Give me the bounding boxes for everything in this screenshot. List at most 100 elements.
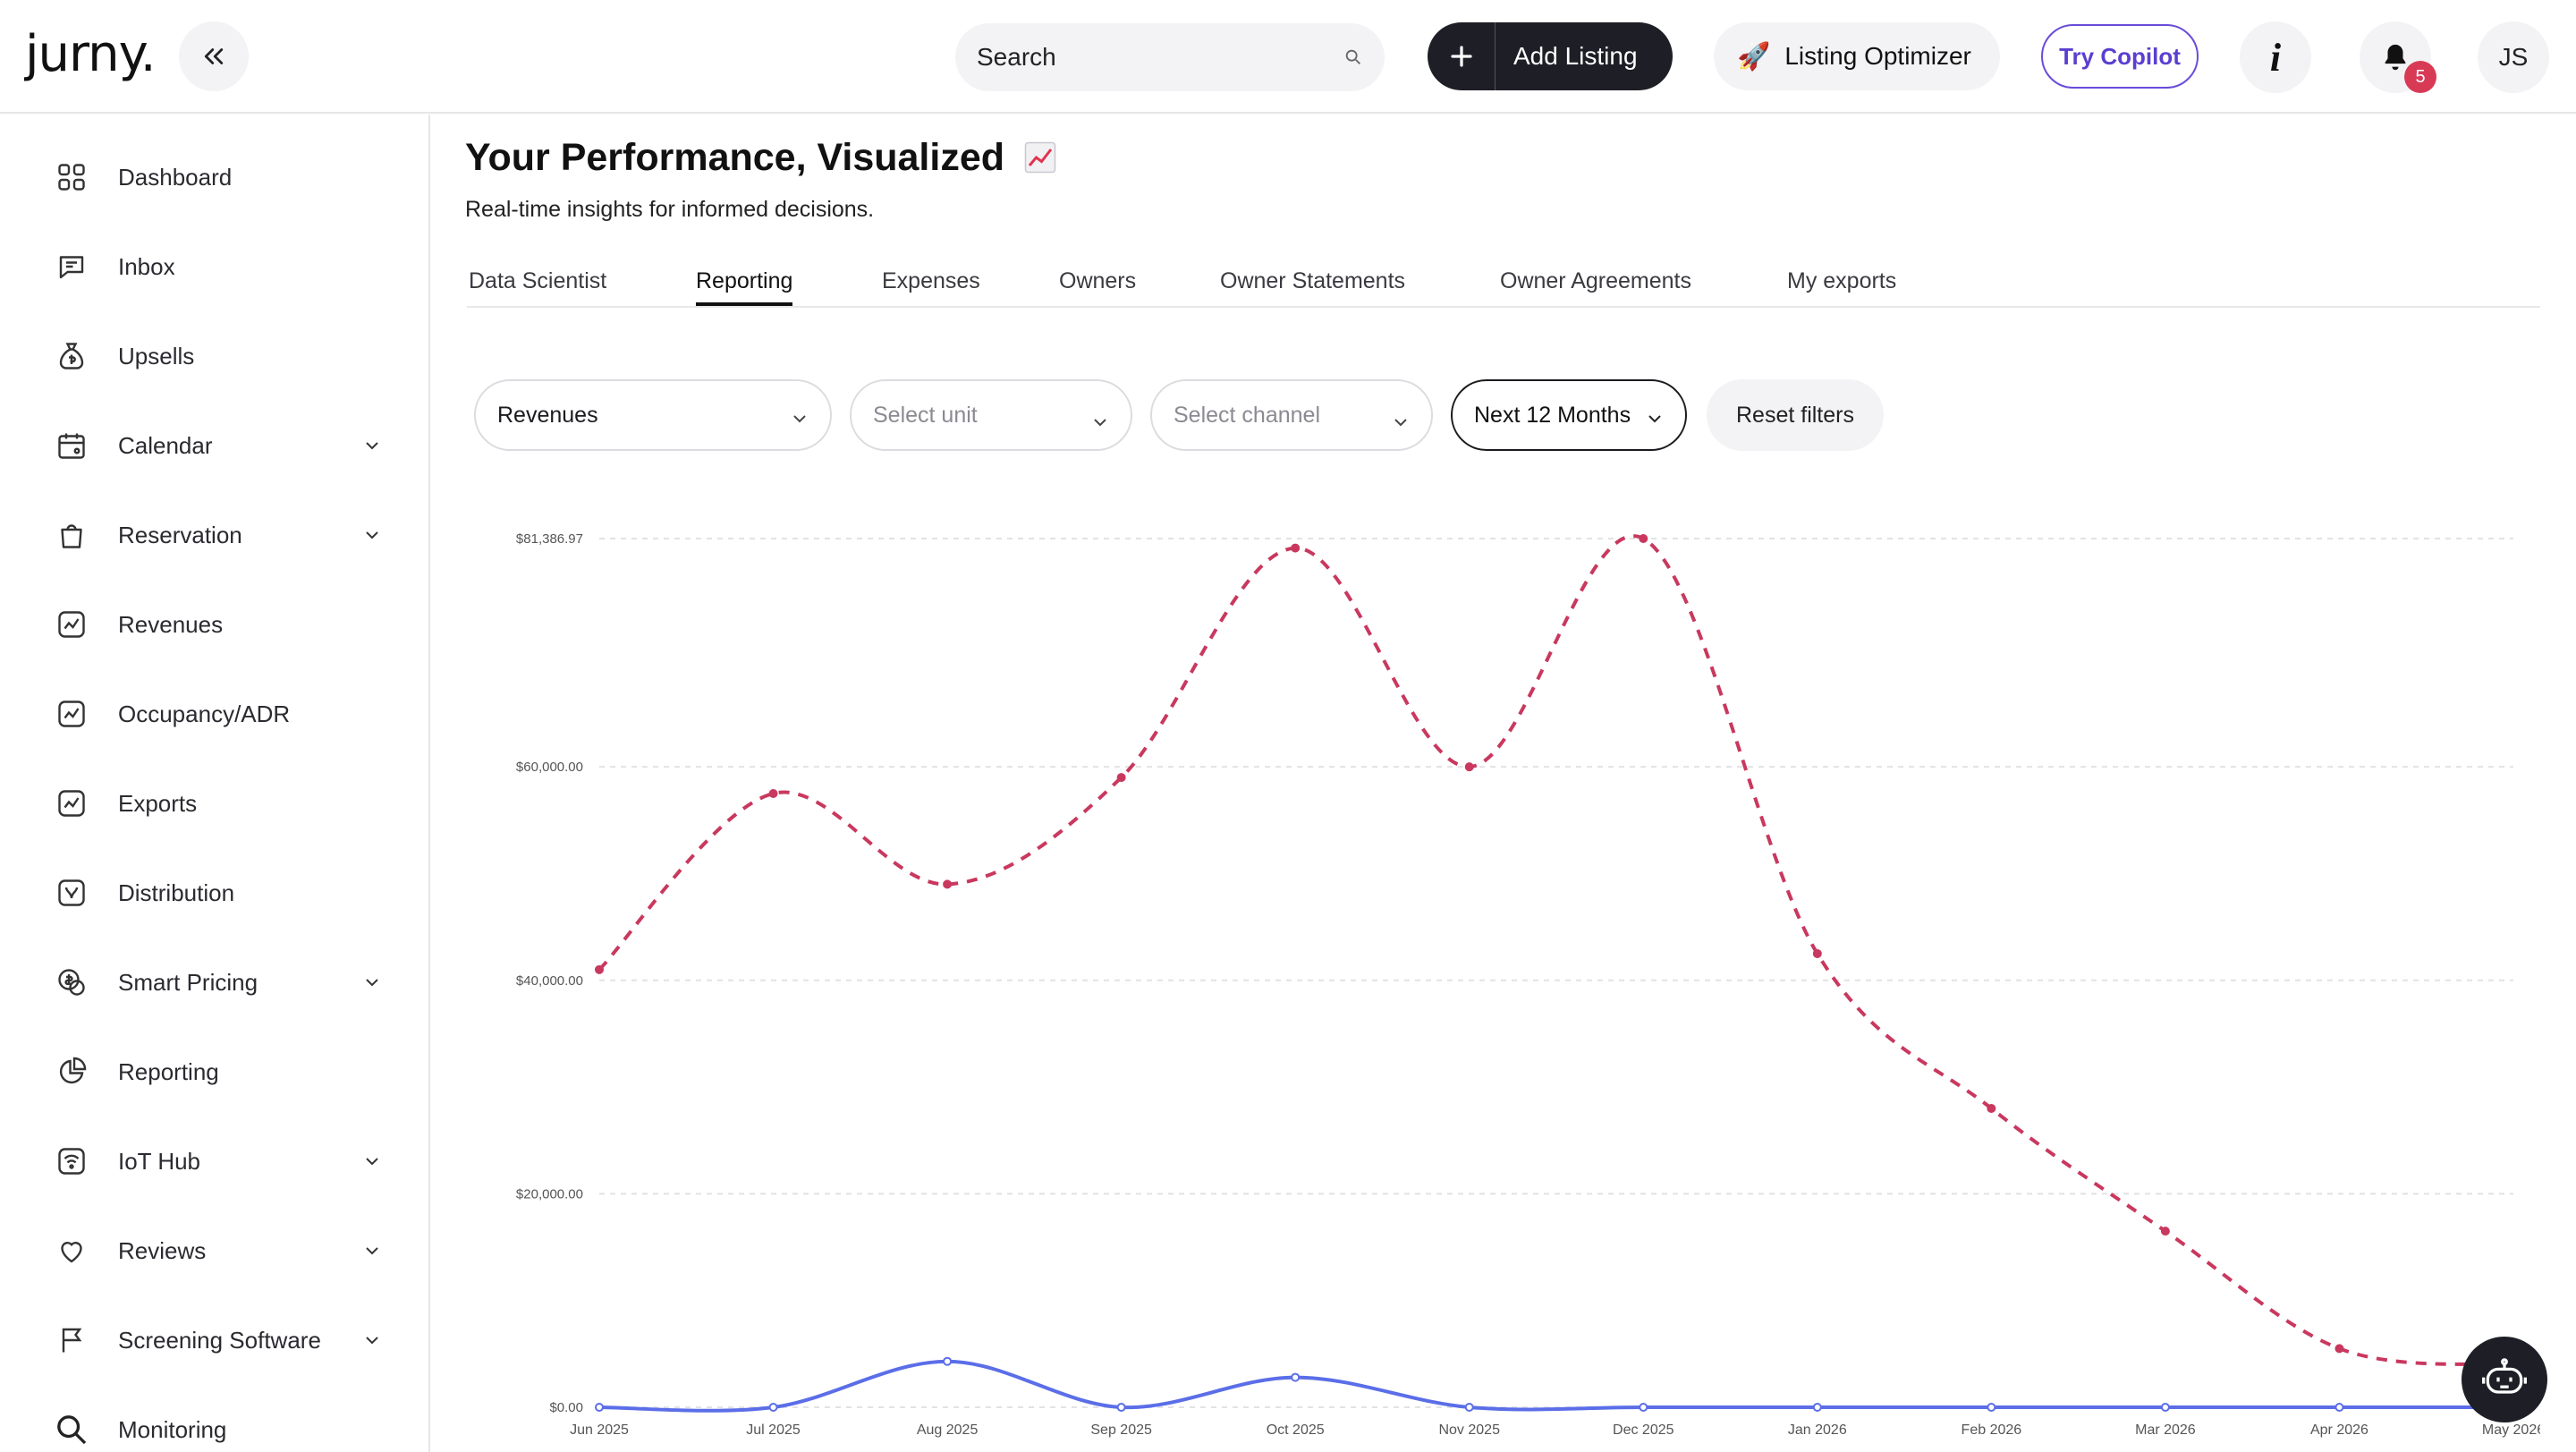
data-point xyxy=(1812,1403,1822,1412)
sidebar-item-label: IoT Hub xyxy=(118,1147,201,1175)
sidebar-item-revenues[interactable]: Revenues xyxy=(52,598,383,651)
chevron-down-icon[interactable] xyxy=(361,524,383,546)
sidebar-item-label: Inbox xyxy=(118,252,175,280)
sidebar-item-label: Revenues xyxy=(118,610,224,638)
search-icon xyxy=(1345,49,1360,64)
sidebar: Dashboard Inbox Upsells Calendar Reserva… xyxy=(0,115,430,1452)
data-point xyxy=(768,788,778,798)
data-point xyxy=(2334,1344,2344,1354)
revenue-line-chart: $0.00 $20,000.00 $40,000.00 $60,000.00 $81,3… xyxy=(516,531,2545,1438)
metric-select-value: Revenues xyxy=(497,402,598,428)
collapse-sidebar-button[interactable] xyxy=(179,21,249,91)
data-point xyxy=(1116,1403,1126,1412)
chevron-down-icon[interactable] xyxy=(361,1240,383,1261)
trend-icon xyxy=(52,784,91,823)
sidebar-item-calendar[interactable]: Calendar xyxy=(52,419,383,472)
rocket-icon: 🚀 xyxy=(1737,41,1771,72)
sidebar-item-monitoring[interactable]: Monitoring xyxy=(52,1403,383,1452)
sidebar-item-label: Reservation xyxy=(118,521,242,548)
data-point xyxy=(595,1403,604,1412)
data-point xyxy=(1812,948,1822,958)
data-point xyxy=(1291,543,1301,553)
x-tick-label: Jun 2025 xyxy=(570,1422,629,1438)
y-tick-label: $0.00 xyxy=(549,1400,583,1415)
jurny-logo[interactable]: jurny. xyxy=(25,25,157,83)
user-avatar[interactable]: JS xyxy=(2478,21,2549,93)
search-bar[interactable] xyxy=(955,23,1385,91)
tab-reporting[interactable]: Reporting xyxy=(696,268,793,306)
data-point xyxy=(943,879,953,889)
x-tick-label: Oct 2025 xyxy=(1267,1422,1325,1438)
notification-count-badge: 5 xyxy=(2404,61,2436,93)
sidebar-item-screening-software[interactable]: Screening Software xyxy=(52,1313,383,1367)
sidebar-item-dashboard[interactable]: Dashboard xyxy=(52,150,383,204)
x-tick-label: Mar 2026 xyxy=(2135,1422,2196,1438)
chat-icon xyxy=(52,247,91,286)
notifications-button[interactable] xyxy=(2360,21,2431,93)
chart-increasing-icon xyxy=(1024,141,1056,174)
page-title: Your Performance, Visualized xyxy=(465,136,1056,180)
chevron-down-icon[interactable] xyxy=(361,1329,383,1351)
unit-select[interactable]: Select unit xyxy=(850,379,1132,451)
data-point xyxy=(768,1403,778,1412)
sidebar-item-label: Reporting xyxy=(118,1057,219,1085)
info-icon: i xyxy=(2269,35,2282,80)
metric-select[interactable]: Revenues xyxy=(474,379,832,451)
sidebar-item-label: Exports xyxy=(118,789,198,817)
chevron-down-icon[interactable] xyxy=(361,435,383,456)
sidebar-item-reporting[interactable]: Reporting xyxy=(52,1045,383,1099)
data-point xyxy=(595,964,604,974)
sidebar-item-label: Screening Software xyxy=(118,1326,321,1354)
money-bag-icon xyxy=(52,336,91,376)
chevron-down-icon xyxy=(1094,419,1106,427)
sidebar-item-upsells[interactable]: Upsells xyxy=(52,329,383,383)
tab-expenses[interactable]: Expenses xyxy=(882,268,980,293)
heart-icon xyxy=(52,1231,91,1270)
try-copilot-button[interactable]: Try Copilot xyxy=(2041,24,2199,89)
sidebar-item-label: Reviews xyxy=(118,1236,207,1264)
page-subtitle: Real-time insights for informed decision… xyxy=(465,197,875,222)
add-listing-label: Add Listing xyxy=(1513,42,1638,70)
x-tick-label: Feb 2026 xyxy=(1962,1422,2022,1438)
x-tick-label: Dec 2025 xyxy=(1613,1422,1674,1438)
tab-data-scientist[interactable]: Data Scientist xyxy=(469,268,607,293)
chevron-down-icon[interactable] xyxy=(361,1151,383,1172)
search-input[interactable] xyxy=(977,43,1343,72)
sidebar-item-label: Smart Pricing xyxy=(118,968,258,996)
period-select[interactable]: Next 12 Months xyxy=(1451,379,1687,451)
calendar-icon xyxy=(52,426,91,465)
tab-my-exports[interactable]: My exports xyxy=(1787,268,1897,293)
y-tick-label: $60,000.00 xyxy=(516,760,583,775)
sidebar-item-label: Upsells xyxy=(118,342,195,369)
chat-assistant-button[interactable] xyxy=(2462,1337,2547,1422)
tab-owner-statements[interactable]: Owner Statements xyxy=(1220,268,1406,293)
sidebar-item-distribution[interactable]: Distribution xyxy=(52,866,383,920)
tab-owners[interactable]: Owners xyxy=(1059,268,1137,293)
channel-select[interactable]: Select channel xyxy=(1150,379,1433,451)
sidebar-item-iot-hub[interactable]: IoT Hub xyxy=(52,1134,383,1188)
chevron-down-icon[interactable] xyxy=(361,972,383,993)
chevron-down-icon xyxy=(793,415,806,423)
sidebar-item-smart-pricing[interactable]: Smart Pricing xyxy=(52,955,383,1009)
unit-select-placeholder: Select unit xyxy=(873,402,978,428)
data-point xyxy=(1639,534,1648,543)
add-listing-button[interactable]: Add Listing xyxy=(1428,22,1673,90)
sidebar-item-label: Calendar xyxy=(118,431,213,459)
sidebar-item-label: Distribution xyxy=(118,879,235,906)
data-point xyxy=(1987,1403,1996,1412)
search-icon xyxy=(52,1410,91,1449)
tab-owner-agreements[interactable]: Owner Agreements xyxy=(1500,268,1691,293)
data-point xyxy=(1987,1103,1996,1113)
sidebar-item-exports[interactable]: Exports xyxy=(52,777,383,830)
bell-icon xyxy=(2385,44,2406,71)
listing-optimizer-button[interactable]: 🚀 Listing Optimizer xyxy=(1714,22,2000,90)
y-tick-label: $40,000.00 xyxy=(516,973,583,989)
sidebar-item-reviews[interactable]: Reviews xyxy=(52,1224,383,1278)
chevron-down-icon xyxy=(1648,415,1661,423)
sidebar-item-inbox[interactable]: Inbox xyxy=(52,240,383,293)
distribution-icon xyxy=(52,873,91,913)
sidebar-item-occupancy-adr[interactable]: Occupancy/ADR xyxy=(52,687,383,741)
reset-filters-button[interactable]: Reset filters xyxy=(1707,379,1884,451)
sidebar-item-reservation[interactable]: Reservation xyxy=(52,508,383,562)
info-button[interactable]: i xyxy=(2240,21,2311,93)
